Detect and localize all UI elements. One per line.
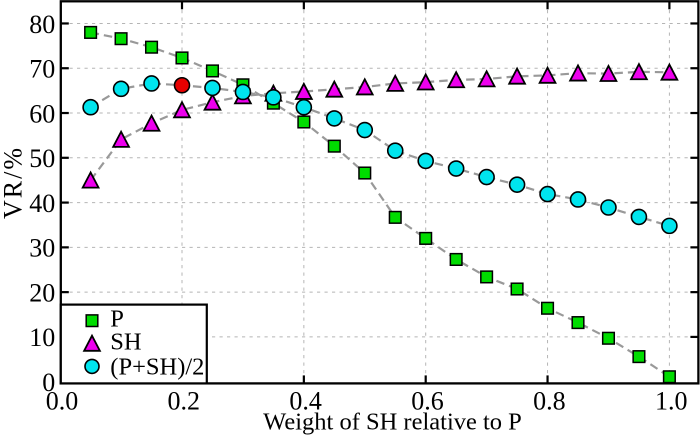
svg-text:(P+SH)/2: (P+SH)/2 [110,354,204,381]
svg-text:60: 60 [29,99,55,128]
svg-text:Weight of SH relative to P: Weight of SH relative to P [263,408,522,435]
svg-text:40: 40 [29,189,55,218]
svg-text:50: 50 [29,144,55,173]
svg-text:SH: SH [110,329,141,356]
svg-text:10: 10 [29,323,55,352]
svg-text:1.0: 1.0 [655,386,688,415]
svg-text:0.6: 0.6 [411,386,444,415]
svg-text:0.0: 0.0 [46,386,79,415]
svg-text:0.4: 0.4 [289,386,322,415]
svg-text:80: 80 [29,10,55,39]
svg-text:P: P [110,306,124,333]
svg-text:VR/%: VR/% [0,146,28,219]
svg-text:70: 70 [29,55,55,84]
svg-text:20: 20 [29,278,55,307]
svg-text:0: 0 [42,368,55,397]
svg-text:30: 30 [29,234,55,263]
svg-text:0.2: 0.2 [168,386,201,415]
svg-text:0.8: 0.8 [533,386,566,415]
